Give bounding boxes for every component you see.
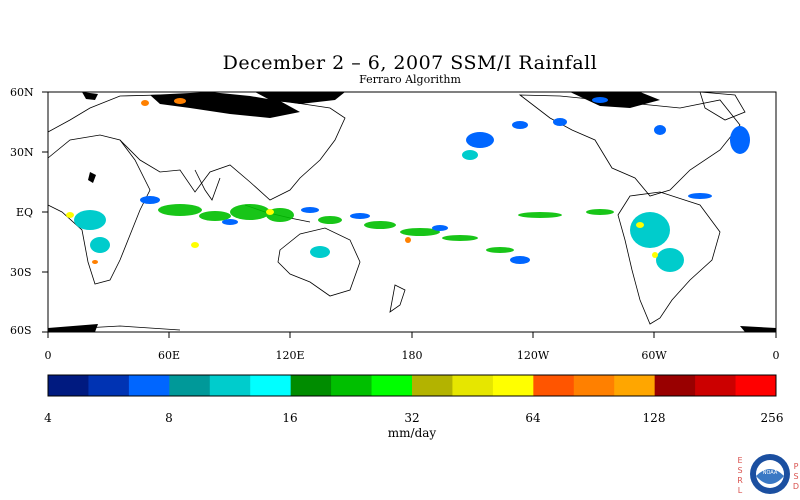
lat-label: 30S [10,266,32,279]
colorbar-tick-label: 4 [44,411,52,425]
noaa-logo [750,454,790,494]
colorbar-cell [614,375,656,396]
colorbar-cell [654,375,696,396]
coastlines [47,91,746,331]
colorbar-tick-label: 8 [165,411,173,425]
lon-label: 180 [401,349,423,362]
lat-label: 30N [10,146,34,159]
colorbar-cell [290,375,332,396]
colorbar-cell [533,375,575,396]
colorbar-tick-label: 64 [525,411,541,425]
chart-title: December 2 – 6, 2007 SSM/I Rainfall [222,52,598,74]
colorbar-cell [331,375,373,396]
colorbar-units: mm/day [387,426,437,440]
colorbar-cell [169,375,211,396]
lat-label: EQ [16,206,34,219]
no-data-regions [48,92,776,332]
colorbar-cell [735,375,777,396]
colorbar-tick-label: 32 [404,411,420,425]
lon-label: 60W [641,349,667,362]
lon-label: 120E [275,349,305,362]
colorbar-frame [47,374,777,397]
lon-label: 60E [157,349,181,362]
lat-label: 60S [10,324,32,337]
colorbar-cell [88,375,130,396]
colorbar-cell [492,375,534,396]
noaa-seal-text: NOAA [762,470,778,476]
colorbar-cell [209,375,251,396]
lon-label: 120W [516,349,550,362]
colorbar-cell [573,375,615,396]
map-ticks [42,91,777,338]
colorbar-cell [452,375,494,396]
chart-subtitle: Ferraro Algorithm [359,73,461,86]
rain-patches [66,97,750,272]
colorbar-tick-label: 128 [642,411,666,425]
colorbar [48,375,777,396]
colorbar-tick-label: 256 [760,411,784,425]
colorbar-cell [48,375,89,396]
colorbar-cell [371,375,413,396]
colorbar-cell [250,375,292,396]
lon-label: 0 [44,349,52,362]
colorbar-cell [695,375,737,396]
lon-label: 0 [772,349,780,362]
colorbar-cell [128,375,170,396]
colorbar-cell [412,375,453,396]
colorbar-tick-label: 16 [282,411,298,425]
map-frame [47,91,777,333]
lat-label: 60N [10,86,34,99]
